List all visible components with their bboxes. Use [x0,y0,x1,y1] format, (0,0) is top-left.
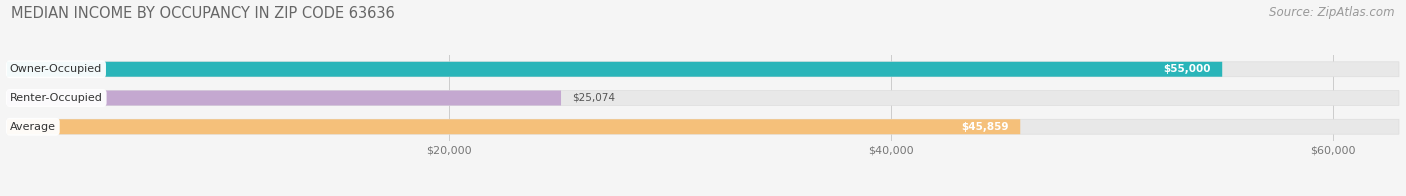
FancyBboxPatch shape [7,119,1399,134]
FancyBboxPatch shape [7,119,1021,134]
Text: Source: ZipAtlas.com: Source: ZipAtlas.com [1270,6,1395,19]
Text: Average: Average [10,122,56,132]
Text: Renter-Occupied: Renter-Occupied [10,93,103,103]
FancyBboxPatch shape [7,62,1222,77]
Text: Owner-Occupied: Owner-Occupied [10,64,103,74]
Text: MEDIAN INCOME BY OCCUPANCY IN ZIP CODE 63636: MEDIAN INCOME BY OCCUPANCY IN ZIP CODE 6… [11,6,395,21]
Text: $25,074: $25,074 [572,93,616,103]
Text: $45,859: $45,859 [962,122,1010,132]
FancyBboxPatch shape [7,62,1399,77]
Text: $55,000: $55,000 [1164,64,1211,74]
FancyBboxPatch shape [7,91,561,105]
FancyBboxPatch shape [7,91,1399,105]
